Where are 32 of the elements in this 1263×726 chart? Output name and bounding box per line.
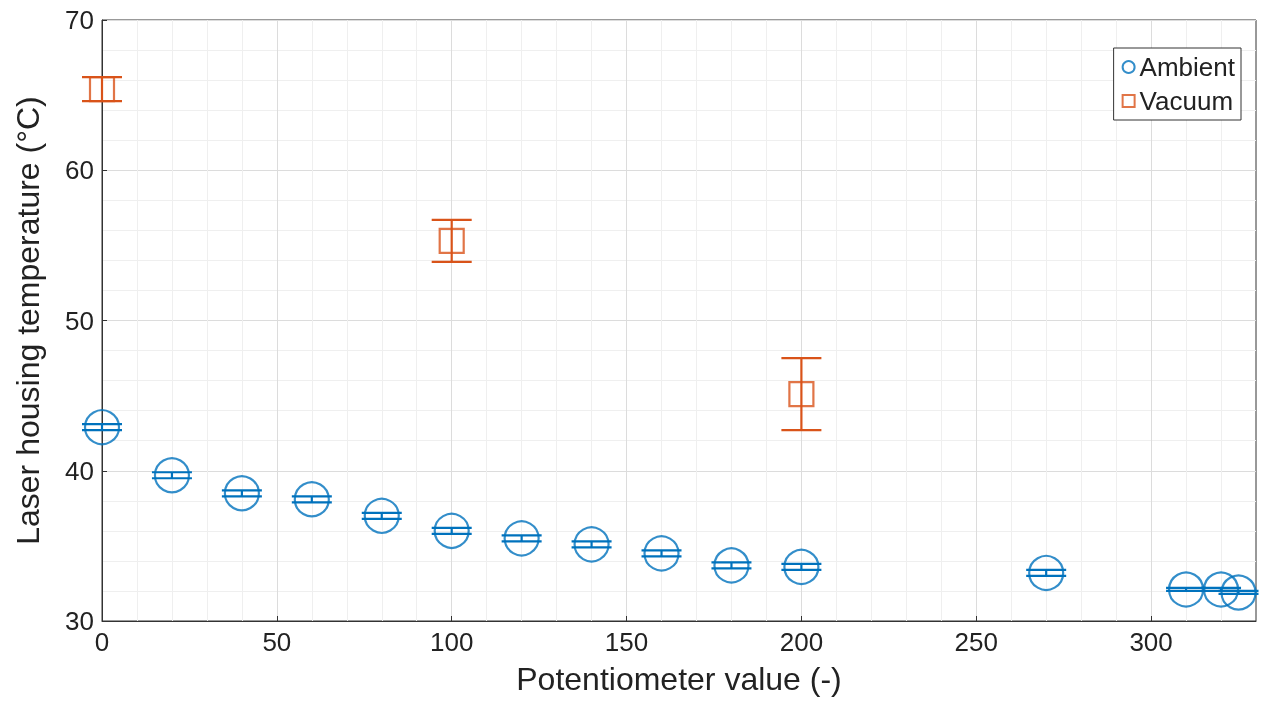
point (153, 457, 191, 494)
x-tick-label: 100 (430, 627, 474, 657)
point (573, 526, 610, 563)
y-axis-title: Laser housing temperature (°C) (10, 96, 46, 545)
y-tick-label: 60 (65, 155, 94, 186)
point (438, 227, 465, 254)
x-tick-label: 150 (604, 627, 649, 657)
point (88, 76, 116, 103)
point (713, 547, 750, 584)
point (788, 381, 815, 408)
point (83, 409, 121, 446)
y-tick-label: 30 (65, 606, 94, 636)
x-tick-label: 300 (1129, 627, 1173, 657)
point (1028, 554, 1065, 592)
x-tick-label: 0 (94, 627, 110, 657)
point (1220, 574, 1257, 611)
x-tick-label: 200 (779, 627, 824, 657)
x-axis-title: Potentiometer value (-) (516, 661, 842, 697)
y-tick-label: 40 (65, 455, 94, 486)
legend-label: Vacuum (1139, 86, 1234, 116)
point (293, 481, 330, 518)
legend-label: Ambient (1139, 52, 1236, 82)
point (433, 512, 470, 549)
y-tick-label: 50 (65, 305, 94, 336)
point (223, 475, 260, 512)
point (363, 497, 400, 534)
point (643, 535, 680, 572)
point (503, 520, 540, 557)
point (783, 548, 820, 585)
y-tick-label: 70 (65, 5, 94, 35)
x-tick-label: 50 (262, 627, 292, 657)
x-tick-label: 250 (954, 627, 998, 657)
